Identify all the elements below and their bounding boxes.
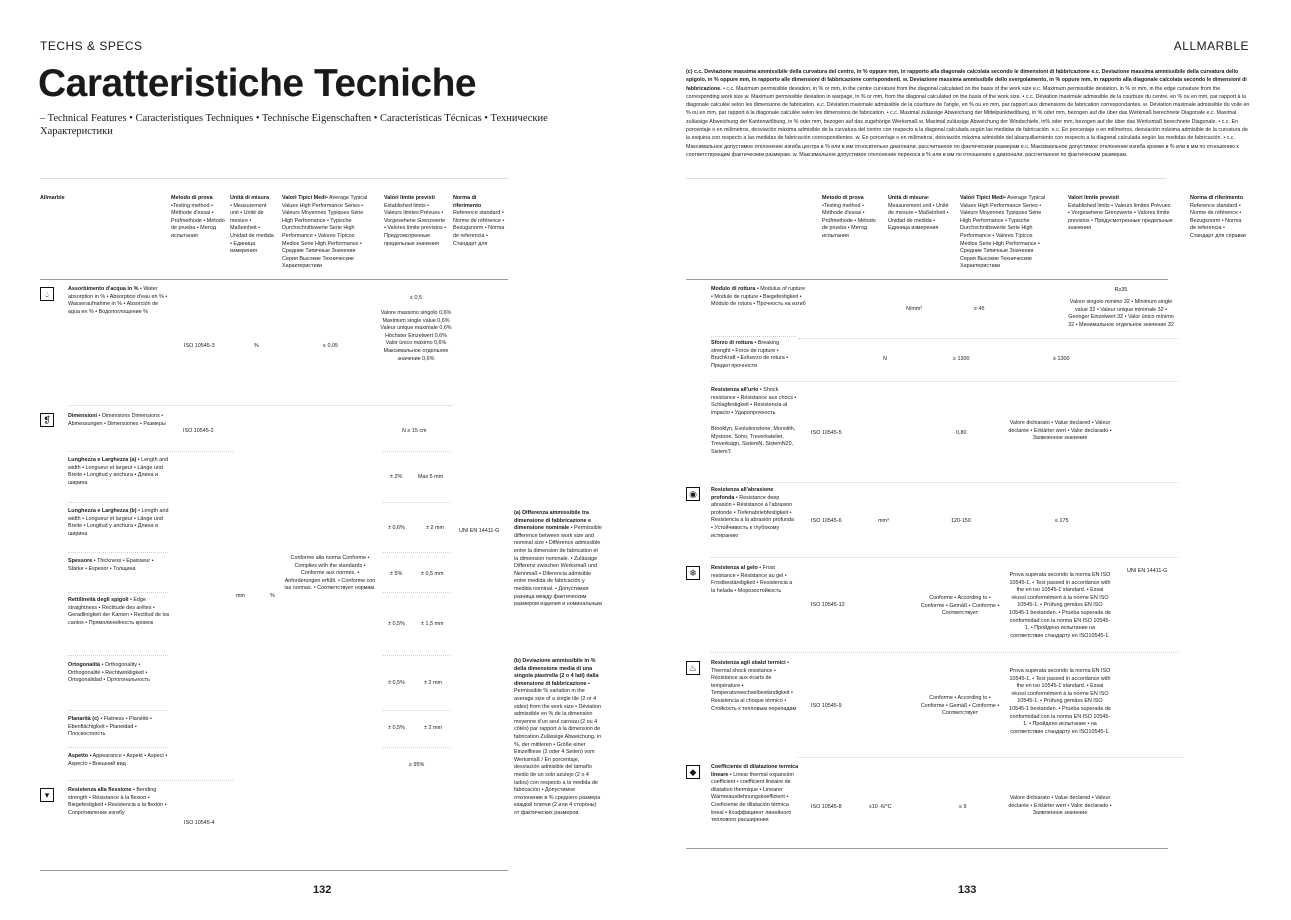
thermal-shock-icon: ♨ [686,661,700,675]
col-unita-right: Unità di misura• Measurement unit • Unit… [888,195,949,232]
la-mm: Max 5 mm [418,474,444,480]
sfo-limit: ≥ 1300 [1053,356,1070,362]
dil-unit: x10 -6/°C [869,804,892,810]
lb-percent: ± 0,6% [388,525,405,531]
dil-limit: Valore dichiarato • Value declared • Val… [1008,795,1112,817]
urt-series: Brooklyn, Evolutionstone, Monolith, Myst… [711,426,796,455]
water-limit: ≤ 0,5 [410,295,422,301]
col-metodo-right: Metodo di prova •Testing method • Méthode… [822,195,876,239]
water-limit-note: Valore massimo singolo 0,6% Maximum sing… [380,310,452,362]
note-a: (a) Differenza ammissibile tra dimension… [514,510,602,608]
ort-mm: ± 2 mm [424,680,442,686]
fle-method: ISO 10545-4 [184,820,215,826]
urt-method: ISO 10545-5 [811,430,842,436]
row-length-width-a: Lunghezza e Larghezza (a) • Length and w… [68,457,169,486]
col-norma-right: Norma di riferimento Reference standard •… [1190,195,1246,239]
page-subtitle: – Technical Features • Caracteristiques … [40,113,548,137]
gel-limit: Prova superata secondo la norma EN ISO 1… [1009,572,1111,639]
ret-mm: ± 1,5 mm [421,621,444,627]
row-appearance: Aspetto • Appearance • Aspekt • Aspect •… [68,753,168,767]
water-method: ISO 10545-3 [184,343,215,349]
col-limite-right: Valori limite previsti Established limits… [1068,195,1173,232]
norm-reference: UNI EN 14411-G [459,528,500,534]
water-drop-icon: 💧︎ [40,287,54,301]
row-breaking-strength: Sforzo di rottura • Breaking strenght • … [711,340,789,369]
mod-unit: N/mm² [906,306,923,312]
mod-limit-note: Valore singolo minimo 32 • Minimum singl… [1068,299,1174,328]
row-water-absorption: Assorbimento d'acqua in % • Water absorp… [68,286,168,315]
col-valori: Valori Tipici Medi• Average Typical Valu… [282,195,368,270]
conforme-text: Conforme alla norma Conforme • Complies … [284,555,376,592]
ter-limit: Prova superata secondo la norma EN ISO 1… [1009,668,1111,735]
pla-mm: ± 2 mm [424,725,442,731]
row-length-width-b: Lunghezza e Larghezza (b) • Length and w… [68,508,169,537]
gel-method: ISO 10545-12 [811,602,845,608]
dim-limit: N ≥ 15 cm [402,428,427,434]
col-valori-right: Valori Tipici Medi• Average Typical Valu… [960,195,1046,270]
urt-limit: Valore dichiarato • Value declared • Val… [1008,420,1112,442]
col-norma: Norma di riferimento Reference standard •… [453,195,505,247]
lb-mm: ± 2 mm [426,525,444,531]
page-number-left: 132 [313,884,332,896]
ort-percent: ± 0,5% [388,680,405,686]
dil-typical: ≤ 9 [959,804,967,810]
unit-percent: % [270,593,275,599]
sp-mm: ± 0,5 mm [421,571,444,577]
mod-limit: R≥35 [1114,287,1128,293]
pla-percent: ± 0,5% [388,725,405,731]
section-label: TECHS & SPECS [40,39,143,53]
page-number-right: 133 [958,884,977,896]
ter-typical: Conforme • According to • Conforme • Gem… [920,695,1000,717]
sp-percent: ± 5% [390,571,403,577]
row-thermal-shock: Resistenza agli sbalzi termici • Thermal… [711,660,797,712]
expansion-icon: ◆ [686,765,700,779]
bending-icon: ▾ [40,788,54,802]
abr-typical: 120-150 [951,518,971,524]
ter-method: ISO 10545-9 [811,703,842,709]
asp-value: ≥ 95% [409,762,425,768]
dil-method: ISO 10545-8 [811,804,842,810]
note-b: (b) Deviazione ammissibile in % della di… [514,658,602,816]
row-orthogonality: Ortogonalità • Orthogonality • Orthogona… [68,662,150,684]
row-modulus-rupture: Modulo di rottura • Modulus of rupture •… [711,286,806,308]
row-bending-strength: Resistenza alla flessione • Bending stre… [68,787,167,816]
water-unit: % [254,343,259,349]
row-thickness: Spessore • Thickness • Epaisseur • Stärk… [68,558,154,572]
brand-column-header: Allmarble [40,195,65,201]
row-frost-resistance: Resistenza al gelo • Frost resistance • … [711,565,793,594]
row-deep-abrasion: Resistenza all'abrasione profonda • Resi… [711,487,795,539]
col-unita: Unità di misura • Measurement unit • Unit… [230,195,274,255]
page-title: Caratteristiche Tecniche [38,62,477,105]
row-shock-resistance: Resistenza all'urto • Shock resistance •… [711,387,797,416]
row-dimensions: Dimensioni • Dimensions Dimensions • Abm… [68,413,166,427]
abr-unit: mm³ [878,518,889,524]
urt-typical: 0,80 [956,430,967,436]
caliper-icon: ❡ [40,413,54,427]
abrasion-icon: ◉ [686,487,700,501]
la-percent: ± 2% [390,474,403,480]
col-metodo: Metodo di prova •Testing method • Méthode… [171,195,225,239]
row-edge-straightness: Rettilineità degli spigoli • Edge straig… [68,597,170,626]
mod-typical: ≥ 45 [974,306,985,312]
col-limite: Valori limite previsti Established limits… [384,195,447,247]
sfo-typical: ≥ 1300 [953,356,970,362]
sfo-unit: N [883,356,887,362]
abr-limit: ≤ 175 [1055,518,1069,524]
dim-method: ISO 10545-2 [183,428,214,434]
gel-typical: Conforme • According to • Conforme • Gem… [920,595,1000,617]
frost-icon: ❄ [686,566,700,580]
curvature-note: (c) c.c. Deviazione massima ammissibile … [686,69,1250,158]
norm-reference-right: UNI EN 14411-G [1127,568,1168,574]
abr-method: ISO 10545-6 [811,518,842,524]
brand-label: ALLMARBLE [1173,39,1249,53]
row-thermal-expansion: Coefficiente di dilatazione termica line… [711,764,799,824]
row-flatness: Planarità (c) • Flatness • Planéité • Eb… [68,716,152,738]
water-typical: ≤ 0,05 [323,343,338,349]
ret-percent: ± 0,5% [388,621,405,627]
unit-mm: mm [236,593,245,599]
